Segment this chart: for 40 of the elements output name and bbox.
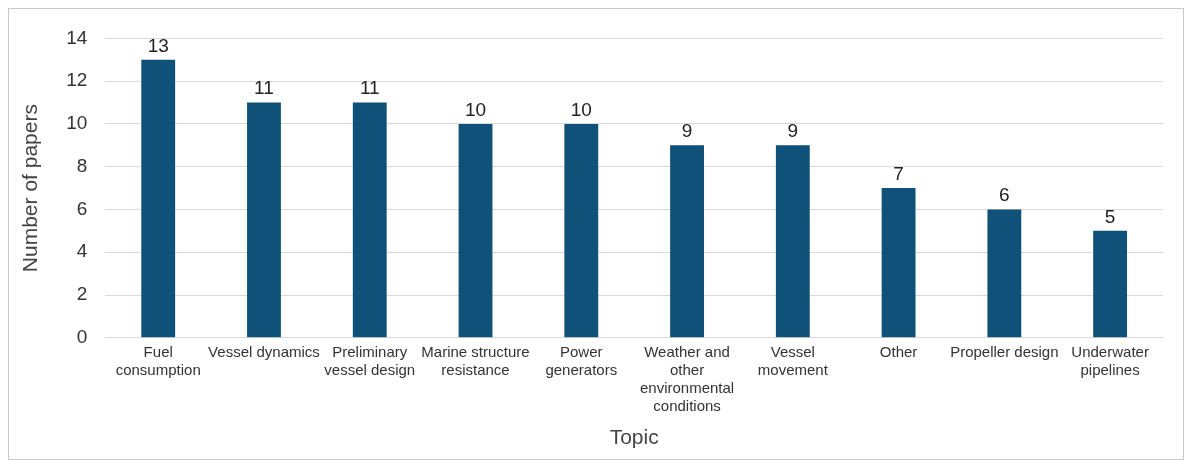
y-tick-label: 8 [76, 154, 88, 176]
data-label: 13 [147, 34, 169, 56]
bar [458, 123, 493, 338]
y-tick-label: 14 [66, 26, 88, 48]
x-tick-label: Preliminary vessel design [324, 342, 416, 378]
x-tick-label: Weather and other environmental conditions [639, 342, 735, 414]
x-tick-label: Other [879, 342, 918, 360]
data-label: 11 [254, 77, 274, 99]
bar [247, 102, 281, 338]
y-tick-label: 12 [66, 69, 88, 91]
bar [670, 145, 704, 338]
data-label: 6 [999, 184, 1010, 206]
y-axis-title: Number of papers [18, 104, 42, 273]
data-label: 11 [359, 77, 380, 99]
data-label: 9 [681, 120, 693, 142]
data-label: 10 [570, 98, 592, 120]
x-axis-title: Topic [609, 425, 659, 449]
data-label: 5 [1104, 205, 1116, 227]
x-tick-label: Marine structure resistance [421, 342, 530, 378]
data-label: 9 [787, 120, 799, 142]
x-tick-label: Fuel consumption [115, 342, 201, 378]
y-tick-label: 2 [76, 283, 88, 305]
bar [141, 59, 176, 338]
bar [775, 145, 810, 338]
x-tick-label: Power generators [545, 342, 618, 378]
bar [1093, 230, 1128, 338]
y-tick-label: 4 [76, 240, 88, 262]
data-label: 10 [464, 98, 487, 120]
x-tick-label: Vessel movement [757, 342, 829, 378]
x-tick-label: Propeller design [950, 342, 1059, 360]
data-label: 7 [893, 162, 904, 184]
x-tick-label: Underwater pipelines [1071, 342, 1149, 378]
bar [352, 102, 387, 338]
y-tick-label: 0 [76, 326, 88, 348]
bar [881, 188, 916, 338]
bar [564, 123, 599, 338]
y-tick-label: 10 [66, 112, 88, 134]
y-tick-label: 6 [76, 197, 88, 219]
x-tick-label: Vessel dynamics [208, 342, 320, 360]
bar [987, 209, 1022, 338]
